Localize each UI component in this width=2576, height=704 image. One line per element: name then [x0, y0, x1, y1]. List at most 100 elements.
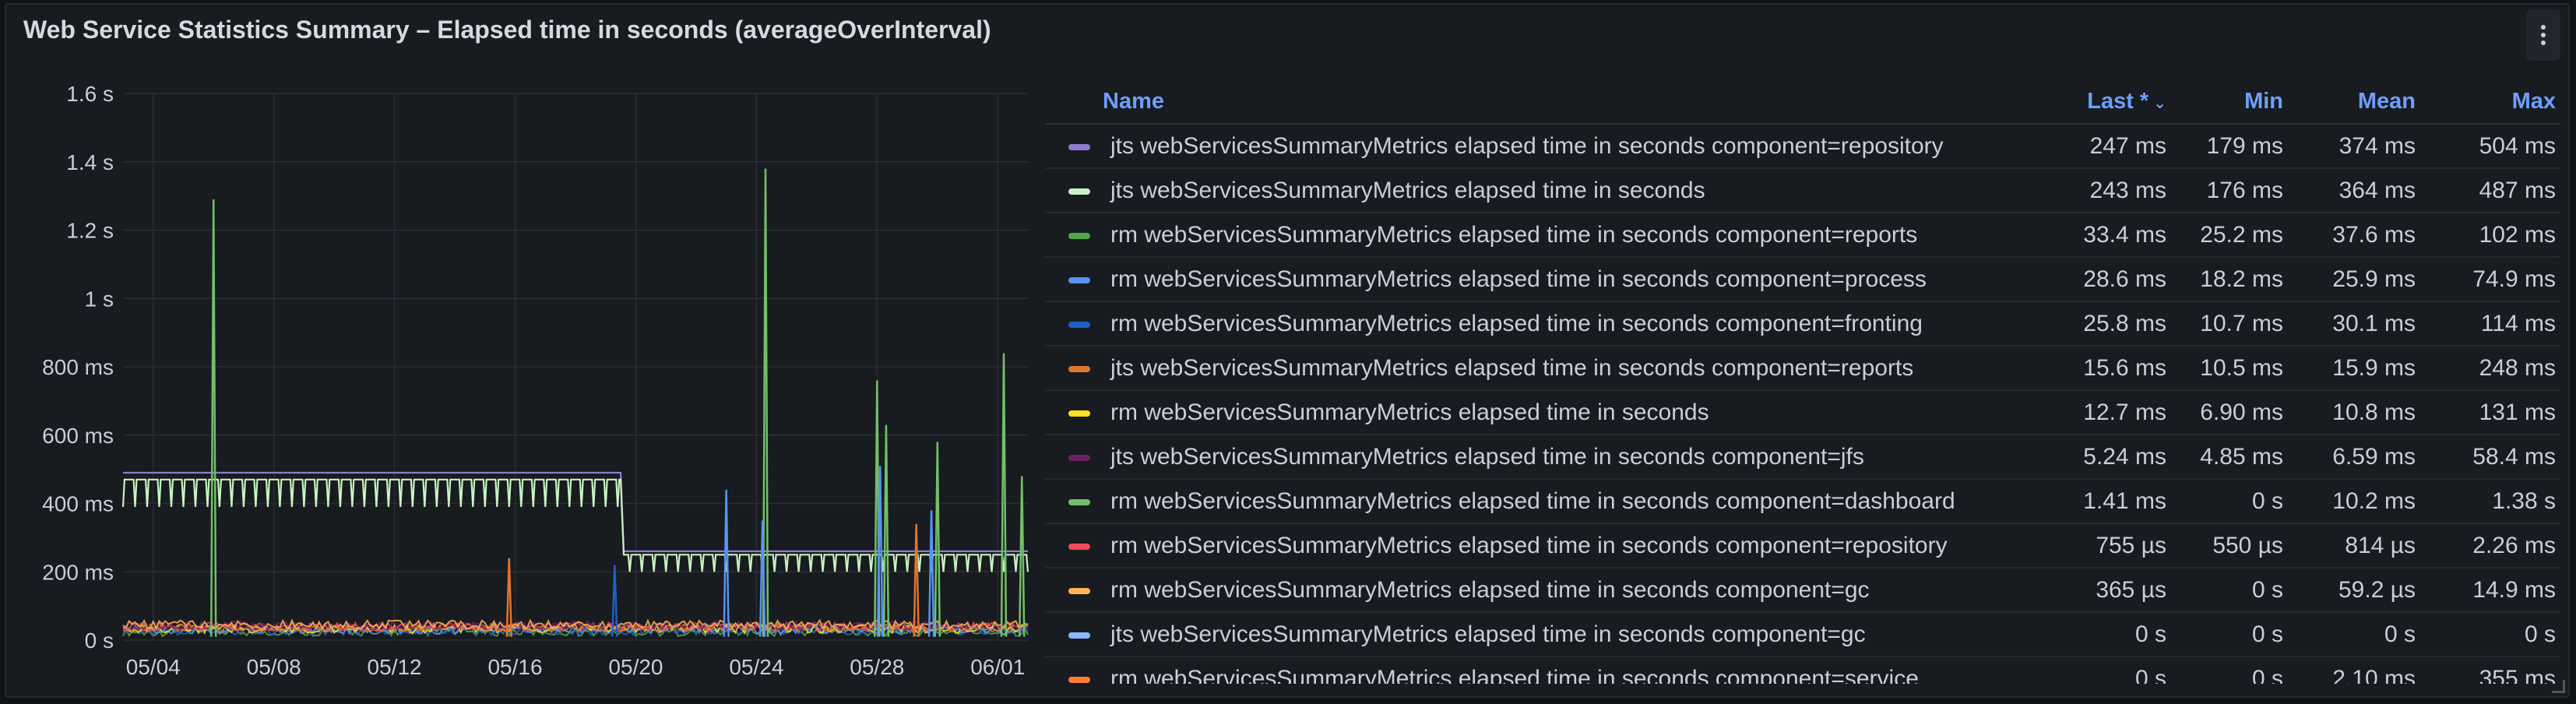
series-spike: [1000, 353, 1008, 637]
series-spike: [927, 510, 935, 637]
legend-last-value: 28.6 ms: [2042, 257, 2171, 302]
series-color-swatch: [1068, 676, 1090, 683]
legend-row[interactable]: rm webServicesSummaryMetrics elapsed tim…: [1045, 656, 2560, 684]
legend-row[interactable]: rm webServicesSummaryMetrics elapsed tim…: [1045, 390, 2560, 435]
legend-mean-value: 25.9 ms: [2288, 257, 2420, 302]
legend-row[interactable]: jts webServicesSummaryMetrics elapsed ti…: [1045, 435, 2560, 480]
legend-last-value: 33.4 ms: [2042, 213, 2171, 258]
legend-series-name[interactable]: rm webServicesSummaryMetrics elapsed tim…: [1045, 479, 2042, 524]
legend-min-value: 4.85 ms: [2171, 435, 2288, 480]
x-tick-label: 05/24: [729, 655, 783, 679]
legend-min-value: 25.2 ms: [2171, 213, 2288, 258]
legend-series-label: rm webServicesSummaryMetrics elapsed tim…: [1110, 576, 1870, 603]
series-spike: [876, 466, 884, 637]
y-tick-label: 200 ms: [42, 560, 114, 584]
legend-row[interactable]: rm webServicesSummaryMetrics elapsed tim…: [1045, 479, 2560, 524]
series-spike: [913, 523, 920, 637]
legend-series-name[interactable]: rm webServicesSummaryMetrics elapsed tim…: [1045, 523, 2042, 568]
series-color-swatch: [1068, 276, 1090, 283]
legend-min-value: 550 µs: [2171, 523, 2288, 568]
y-tick-label: 1.4 s: [66, 150, 114, 174]
series-spike: [882, 424, 890, 637]
legend-row[interactable]: rm webServicesSummaryMetrics elapsed tim…: [1045, 523, 2560, 568]
legend-mean-value: 59.2 µs: [2288, 568, 2420, 613]
legend-series-name[interactable]: jts webServicesSummaryMetrics elapsed ti…: [1045, 612, 2042, 657]
legend-max-value: 74.9 ms: [2420, 257, 2560, 302]
legend-series-name[interactable]: jts webServicesSummaryMetrics elapsed ti…: [1045, 124, 2042, 169]
legend-max-value: 14.9 ms: [2420, 568, 2560, 613]
legend-series-label: rm webServicesSummaryMetrics elapsed tim…: [1110, 266, 1927, 292]
legend-mean-value: 37.6 ms: [2288, 213, 2420, 258]
series-spike: [758, 520, 766, 637]
legend-row[interactable]: rm webServicesSummaryMetrics elapsed tim…: [1045, 301, 2560, 347]
y-tick-label: 1 s: [85, 287, 114, 311]
legend-header-max[interactable]: Max: [2420, 79, 2560, 125]
legend-series-name[interactable]: rm webServicesSummaryMetrics elapsed tim…: [1045, 390, 2042, 435]
x-tick-label: 05/04: [126, 655, 181, 679]
legend-row[interactable]: jts webServicesSummaryMetrics elapsed ti…: [1045, 168, 2560, 213]
legend-max-value: 102 ms: [2420, 213, 2560, 258]
legend-series-label: rm webServicesSummaryMetrics elapsed tim…: [1110, 399, 1709, 425]
legend-series-label: rm webServicesSummaryMetrics elapsed tim…: [1110, 221, 1918, 248]
legend-max-value: 0 s: [2420, 612, 2560, 657]
x-tick-label: 05/12: [368, 655, 422, 679]
series-spike: [505, 558, 513, 637]
legend-mean-value: 814 µs: [2288, 523, 2420, 568]
legend-min-value: 176 ms: [2171, 168, 2288, 213]
legend-series-name[interactable]: rm webServicesSummaryMetrics elapsed tim…: [1045, 568, 2042, 613]
legend-header-mean[interactable]: Mean: [2288, 79, 2420, 125]
x-tick-label: 05/16: [487, 655, 542, 679]
legend-header-name[interactable]: Name: [1045, 79, 2042, 125]
legend-series-name[interactable]: jts webServicesSummaryMetrics elapsed ti…: [1045, 346, 2042, 391]
legend-row[interactable]: rm webServicesSummaryMetrics elapsed tim…: [1045, 568, 2560, 613]
legend-last-value: 247 ms: [2042, 124, 2171, 169]
legend-row[interactable]: jts webServicesSummaryMetrics elapsed ti…: [1045, 612, 2560, 657]
legend-series-name[interactable]: rm webServicesSummaryMetrics elapsed tim…: [1045, 656, 2042, 684]
legend-mean-value: 6.59 ms: [2288, 435, 2420, 480]
legend-header-min[interactable]: Min: [2171, 79, 2288, 125]
legend-min-value: 0 s: [2171, 568, 2288, 613]
time-series-chart[interactable]: 0 s 200 ms 400 ms 600 ms 800 ms 1 s 1.2 s 1.4 s…: [6, 67, 1033, 698]
series-color-swatch: [1068, 587, 1090, 594]
legend-row[interactable]: jts webServicesSummaryMetrics elapsed ti…: [1045, 346, 2560, 391]
legend-series-name[interactable]: jts webServicesSummaryMetrics elapsed ti…: [1045, 168, 2042, 213]
series-color-swatch: [1068, 188, 1090, 195]
resize-handle-icon[interactable]: [2552, 680, 2565, 693]
series-color-swatch: [1068, 543, 1090, 550]
legend-min-value: 0 s: [2171, 656, 2288, 684]
legend-row[interactable]: jts webServicesSummaryMetrics elapsed ti…: [1045, 124, 2560, 169]
legend-series-name[interactable]: rm webServicesSummaryMetrics elapsed tim…: [1045, 213, 2042, 258]
legend-min-value: 10.7 ms: [2171, 301, 2288, 347]
legend-min-value: 0 s: [2171, 612, 2288, 657]
legend-mean-value: 10.2 ms: [2288, 479, 2420, 524]
legend-last-value: 0 s: [2042, 656, 2171, 684]
series-spike: [209, 199, 217, 637]
kebab-vertical-icon: [2541, 25, 2546, 45]
legend-mean-value: 15.9 ms: [2288, 346, 2420, 391]
legend-max-value: 2.26 ms: [2420, 523, 2560, 568]
panel-menu-button[interactable]: [2526, 9, 2560, 61]
y-tick-label: 1.6 s: [66, 82, 114, 106]
series-spike: [762, 168, 769, 637]
chart-svg[interactable]: 0 s 200 ms 400 ms 600 ms 800 ms 1 s 1.2 s 1.4 s…: [6, 67, 1033, 698]
series-spike: [723, 489, 730, 637]
legend-table: Name Last * ⌄ Min Mean Max jts webService…: [1045, 79, 2560, 684]
legend-series-name[interactable]: rm webServicesSummaryMetrics elapsed tim…: [1045, 257, 2042, 302]
legend-mean-value: 10.8 ms: [2288, 390, 2420, 435]
series-color-swatch: [1068, 454, 1090, 461]
legend-last-value: 25.8 ms: [2042, 301, 2171, 347]
legend-row[interactable]: rm webServicesSummaryMetrics elapsed tim…: [1045, 213, 2560, 258]
legend-header-last[interactable]: Last * ⌄: [2042, 79, 2171, 125]
series-color-swatch: [1068, 143, 1090, 150]
series-color-swatch: [1068, 498, 1090, 505]
x-tick-label: 05/28: [850, 655, 904, 679]
series-color-swatch: [1068, 410, 1090, 417]
legend-last-value: 365 µs: [2042, 568, 2171, 613]
legend-last-value: 12.7 ms: [2042, 390, 2171, 435]
legend-series-name[interactable]: rm webServicesSummaryMetrics elapsed tim…: [1045, 301, 2042, 347]
series-color-swatch: [1068, 321, 1090, 328]
legend-series-name[interactable]: jts webServicesSummaryMetrics elapsed ti…: [1045, 435, 2042, 480]
series-color-swatch: [1068, 632, 1090, 639]
series-color-swatch: [1068, 365, 1090, 372]
legend-row[interactable]: rm webServicesSummaryMetrics elapsed tim…: [1045, 257, 2560, 302]
